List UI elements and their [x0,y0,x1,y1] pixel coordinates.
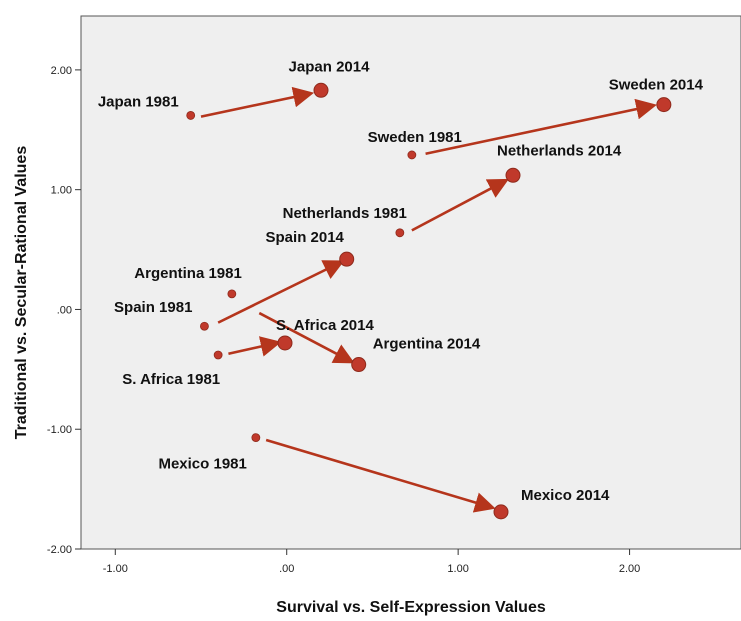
data-point-2014 [339,251,355,267]
x-axis-title: Survival vs. Self-Expression Values [276,599,546,616]
data-point-1981 [407,150,417,160]
data-point-2014 [313,82,329,98]
y-tick-label: -1.00 [47,424,72,436]
point-label-1981: Spain 1981 [114,299,192,316]
point-label-2014: Mexico 2014 [521,487,610,504]
trend-arrow [258,311,355,364]
point-label-2014: Argentina 2014 [373,336,481,353]
data-point-2014 [351,357,367,373]
data-point-2014 [656,97,672,113]
data-point-1981 [395,228,405,238]
point-label-1981: Sweden 1981 [368,129,462,146]
data-point-1981 [251,433,261,443]
data-point-1981 [213,350,223,360]
point-label-1981: Netherlands 1981 [283,205,407,222]
point-label-1981: Argentina 1981 [134,265,242,282]
plot-area [80,15,741,550]
point-label-2014: S. Africa 2014 [276,317,374,334]
x-tick-label: -1.00 [103,563,128,575]
point-label-1981: S. Africa 1981 [122,371,220,388]
point-label-1981: Mexico 1981 [158,456,246,473]
y-tick-label: 2.00 [51,65,72,77]
data-point-2014 [493,504,509,520]
y-tick-label: .00 [57,304,72,316]
trend-arrow [228,336,282,357]
data-point-2014 [505,167,521,183]
y-tick-label: 1.00 [51,185,72,197]
point-label-2014: Netherlands 2014 [497,142,622,159]
x-tick-label: 1.00 [447,563,468,575]
x-tick-label: 2.00 [619,563,640,575]
trend-arrow [425,98,657,156]
trend-arrow [217,260,345,324]
trend-arrow [265,438,496,513]
trend-arrow [200,86,315,118]
trend-arrow [411,178,510,232]
point-label-1981: Japan 1981 [98,93,179,110]
y-axis-title: Traditional vs. Secular-Rational Values [13,146,30,440]
y-tick-label: -2.00 [47,544,72,556]
point-label-2014: Japan 2014 [289,58,371,75]
x-tick-label: .00 [279,563,294,575]
data-point-1981 [200,321,209,331]
point-label-2014: Sweden 2014 [609,77,704,94]
data-point-2014 [277,335,293,351]
data-point-1981 [227,289,237,299]
point-label-2014: Spain 2014 [266,229,345,246]
data-point-1981 [186,111,196,120]
